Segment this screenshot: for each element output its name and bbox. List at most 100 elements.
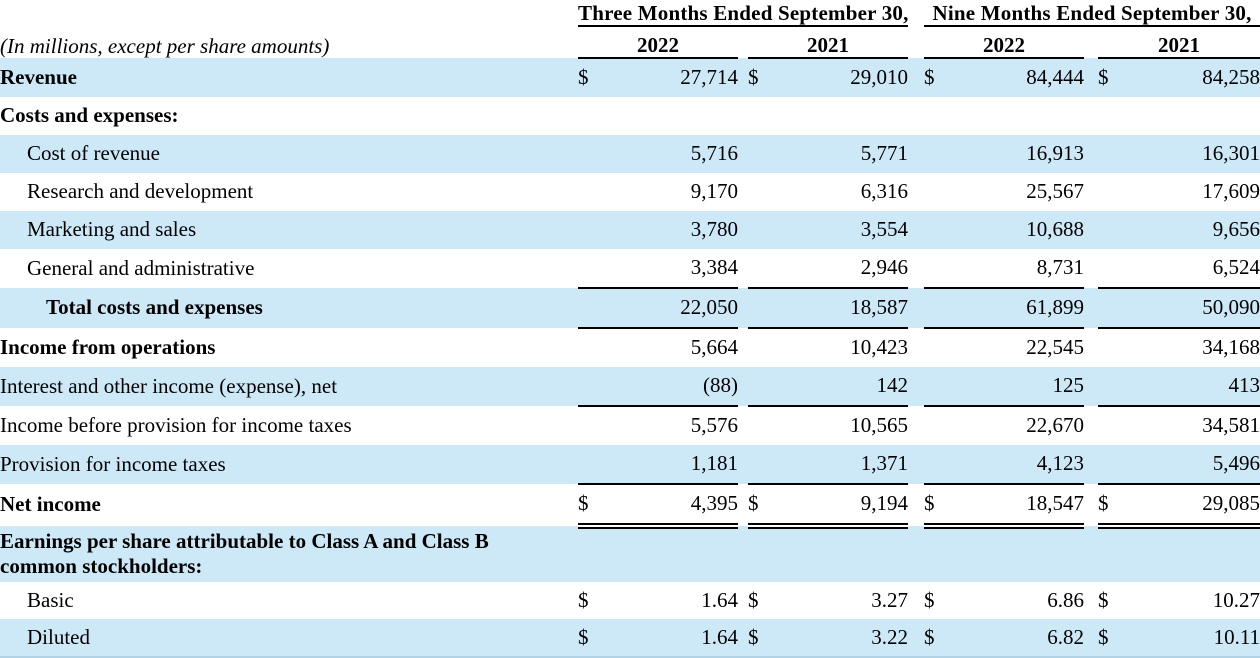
dollar-sign	[924, 97, 950, 135]
cell-value: 10.11	[1124, 619, 1260, 658]
column-spacer	[738, 58, 748, 97]
cell-value: 29,085	[1124, 484, 1260, 529]
cell-value: 50,090	[1124, 288, 1260, 329]
column-spacer	[738, 526, 748, 582]
cell-value: 8,731	[950, 249, 1085, 289]
column-spacer	[738, 619, 748, 658]
table-row: Income before provision for income taxes…	[0, 406, 1260, 445]
table-row: Provision for income taxes 1,181 1,371 4,12…	[0, 445, 1260, 485]
cell-value	[604, 97, 738, 135]
table-row: Net income $4,395 $9,194 $18,547 $29,085	[0, 484, 1260, 529]
row-label: Revenue	[0, 58, 578, 97]
dollar-sign	[1098, 288, 1125, 329]
column-spacer	[1084, 58, 1099, 97]
cell-value: 10.27	[1212, 587, 1260, 612]
year-column-header: 2021	[1098, 26, 1260, 59]
row-label-text: Income from operations	[0, 334, 216, 359]
dollar-sign	[1098, 173, 1124, 211]
column-spacer	[908, 288, 925, 328]
dollar-sign	[578, 445, 604, 485]
row-label-text: Research and development	[27, 179, 254, 204]
column-spacer	[908, 582, 924, 619]
dollar-sign	[748, 211, 774, 249]
column-spacer	[908, 211, 925, 249]
dollar-sign	[748, 328, 774, 367]
column-spacer	[1084, 173, 1098, 211]
dollar-sign	[924, 406, 950, 445]
cell-value: 5,496	[1124, 445, 1260, 485]
cell-value: 5,716	[604, 135, 738, 173]
column-spacer	[908, 173, 924, 211]
dollar-sign	[1098, 328, 1124, 367]
row-label: Net income	[0, 484, 578, 526]
dollar-sign	[748, 97, 774, 135]
dollar-sign	[1098, 367, 1125, 407]
row-label: Total costs and expenses	[0, 288, 578, 328]
cell-value: 3,384	[604, 249, 738, 289]
dollar-sign	[1098, 211, 1125, 249]
dollar-sign	[748, 406, 774, 445]
row-label: Income from operations	[0, 328, 578, 367]
row-label: Provision for income taxes	[0, 445, 578, 484]
column-spacer	[1084, 288, 1099, 328]
dollar-sign	[748, 135, 774, 173]
column-spacer	[1084, 26, 1098, 58]
column-spacer	[738, 288, 748, 328]
cell-value: 10,565	[850, 413, 909, 438]
cell-value: 18,587	[774, 288, 909, 329]
row-label: Marketing and sales	[0, 211, 578, 249]
dollar-sign	[578, 328, 604, 367]
dollar-sign: $	[748, 58, 774, 97]
column-spacer	[908, 406, 924, 445]
row-label-text: Diluted	[27, 624, 90, 649]
column-spacer	[1084, 249, 1098, 288]
cell-value: 17,609	[1202, 179, 1260, 204]
table-row: Marketing and sales 3,780 3,554 10,688 9,656	[0, 211, 1260, 249]
year-column-header: 2022	[924, 26, 1085, 59]
period-group-label-three-months: Three Months Ended September 30,	[578, 0, 909, 27]
row-label-text: Net income	[0, 492, 101, 517]
column-spacer	[908, 97, 924, 135]
dollar-sign: $	[924, 58, 951, 97]
cell-value: 1,371	[774, 445, 909, 485]
dollar-sign: $	[924, 484, 951, 529]
dollar-sign	[748, 249, 774, 289]
row-label: Cost of revenue	[0, 135, 578, 173]
cell-value: 5,664	[690, 335, 738, 360]
table-row: Cost of revenue 5,716 5,771 16,913 16,301	[0, 135, 1260, 173]
column-spacer	[908, 58, 925, 97]
cell-value: 9,170	[690, 179, 738, 204]
column-spacer	[908, 0, 924, 26]
dollar-sign	[748, 173, 774, 211]
dollar-sign	[1098, 526, 1125, 582]
row-label-text: Provision for income taxes	[0, 451, 226, 476]
dollar-sign: $	[748, 484, 774, 529]
dollar-sign	[1098, 97, 1124, 135]
cell-value: 61,899	[950, 288, 1085, 329]
year-column-header: 2022	[578, 26, 738, 59]
dollar-sign	[924, 367, 951, 407]
cell-value: 1,181	[604, 445, 738, 485]
column-spacer	[738, 367, 748, 406]
cell-value: 3,554	[774, 211, 909, 249]
cell-value: 142	[774, 367, 909, 407]
column-spacer	[908, 249, 924, 288]
cell-value: 22,050	[604, 288, 738, 329]
table-row: Earnings per share attributable to Class…	[0, 526, 1260, 582]
cell-value: 3.22	[774, 619, 909, 658]
cell-value: 29,010	[774, 58, 909, 97]
cell-value	[774, 97, 908, 135]
column-spacer	[738, 582, 748, 619]
cell-value: 2,946	[774, 249, 909, 289]
year-header-row: (In millions, except per share amounts) …	[0, 26, 1260, 59]
cell-value: 6,316	[860, 179, 909, 204]
cell-value: 27,714	[604, 58, 738, 97]
dollar-sign	[1098, 445, 1125, 485]
row-label-text: Earnings per share attributable to Class…	[0, 529, 489, 578]
row-label-text: Interest and other income (expense), net	[0, 373, 338, 398]
column-spacer	[1084, 526, 1099, 582]
dollar-sign	[748, 526, 774, 582]
row-label: Diluted	[0, 619, 578, 658]
cell-value: 10,688	[950, 211, 1085, 249]
